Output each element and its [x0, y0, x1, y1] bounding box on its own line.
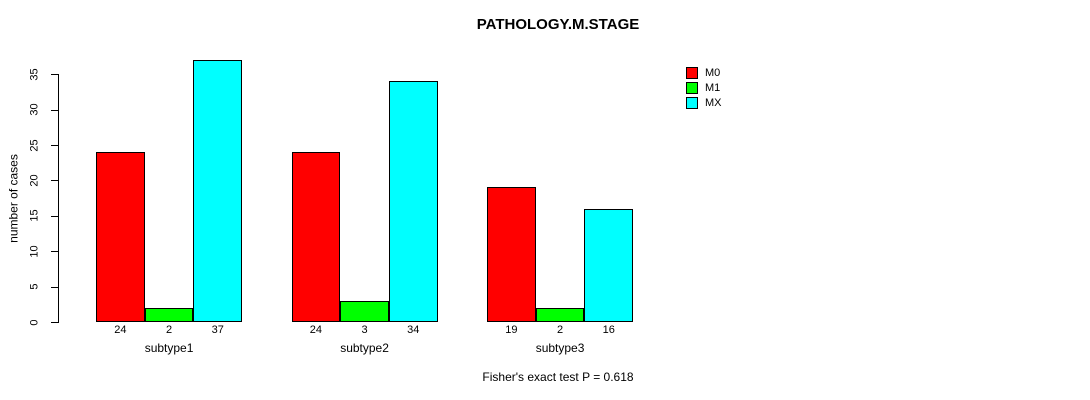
y-tick-mark-35: [51, 74, 59, 76]
y-tick-mark-25: [51, 145, 59, 146]
bar-mx-subtype1: [193, 60, 243, 322]
y-tick-mark-20: [51, 180, 59, 182]
bar-m0-subtype2: [291, 152, 341, 322]
legend-swatch-mx: [686, 96, 698, 109]
chart-title: PATHOLOGY.M.STAGE: [476, 16, 640, 33]
y-axis-title: number of cases: [6, 154, 21, 243]
y-tick-label-10: 10: [28, 245, 41, 258]
legend: M0 M1 MX: [686, 65, 722, 110]
bar-m0-subtype1: [96, 152, 145, 322]
y-tick-label-30: 30: [28, 103, 41, 116]
y-tick-mark-5: [51, 286, 59, 288]
fisher-test-annotation: Fisher's exact test P = 0.618: [482, 370, 634, 384]
legend-swatch-m0: [686, 66, 698, 79]
bar-value-label-m1-subtype2: 3: [361, 324, 368, 336]
y-tick-mark-0: [51, 322, 59, 323]
legend-label-mx: MX: [705, 96, 722, 109]
x-category-label-subtype3: subtype3: [535, 341, 585, 355]
bar-value-label-mx-subtype1: 37: [211, 324, 224, 336]
bar-value-label-m1-subtype1: 2: [165, 324, 173, 336]
legend-item-mx: MX: [686, 95, 722, 110]
bar-value-label-m0-subtype2: 24: [309, 324, 322, 336]
y-axis-line: [58, 74, 59, 323]
y-tick-label-0: 0: [28, 318, 41, 326]
y-tick-label-15: 15: [28, 209, 41, 222]
y-tick-label-20: 20: [28, 174, 41, 187]
bar-value-label-mx-subtype3: 16: [602, 324, 615, 336]
legend-label-m0: M0: [705, 66, 721, 79]
bar-value-label-mx-subtype2: 34: [407, 324, 420, 336]
legend-item-m1: M1: [686, 80, 722, 95]
x-category-label-subtype2: subtype2: [340, 341, 389, 355]
y-tick-label-5: 5: [28, 283, 41, 290]
y-tick-mark-10: [51, 251, 59, 253]
legend-swatch-m1: [686, 81, 698, 94]
legend-label-m1: M1: [705, 81, 721, 94]
bar-m0-subtype3: [487, 187, 536, 322]
bar-value-label-m0-subtype1: 24: [114, 324, 127, 336]
y-tick-mark-15: [51, 215, 59, 217]
y-tick-label-25: 25: [28, 138, 41, 152]
bar-value-label-m1-subtype3: 2: [556, 324, 564, 336]
legend-item-m0: M0: [686, 65, 722, 80]
bar-mx-subtype3: [584, 208, 634, 322]
x-category-label-subtype1: subtype1: [144, 341, 194, 355]
bar-m1-subtype3: [535, 307, 585, 322]
bar-m1-subtype2: [340, 300, 389, 322]
bar-m1-subtype1: [144, 307, 194, 322]
y-tick-label-35: 35: [28, 68, 41, 81]
bar-mx-subtype2: [388, 81, 438, 322]
bar-value-label-m0-subtype3: 19: [505, 324, 518, 336]
y-tick-mark-30: [51, 109, 59, 111]
